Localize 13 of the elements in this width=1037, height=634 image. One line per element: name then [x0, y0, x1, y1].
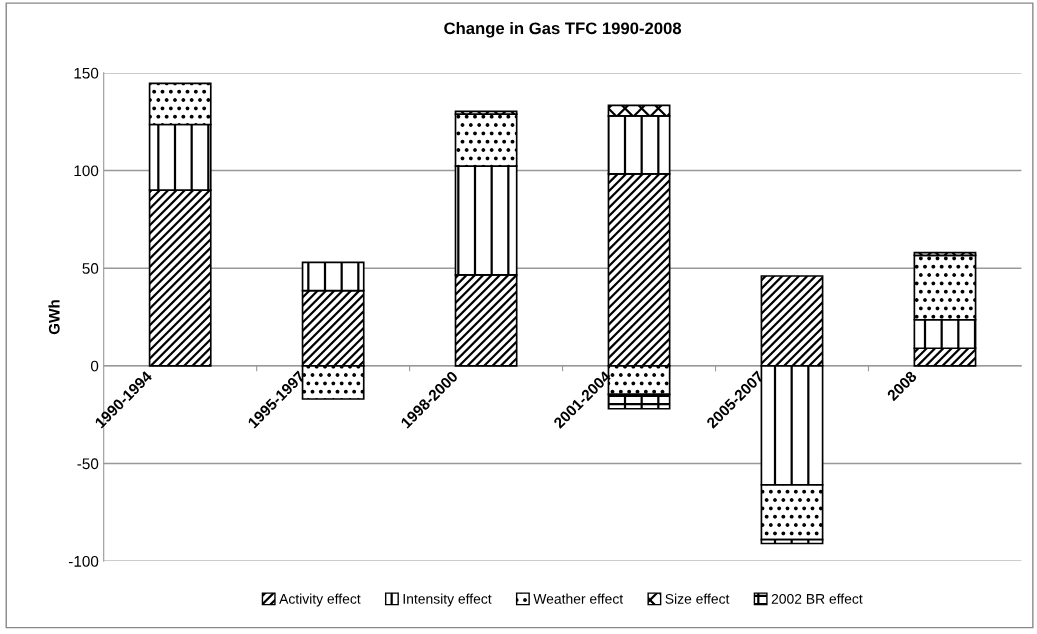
y-tick-label: 150: [74, 67, 99, 79]
y-axis-title: GWh: [48, 300, 60, 335]
legend-label: 2002 BR effect: [771, 593, 863, 604]
y-tick-label: 0: [90, 360, 99, 372]
legend-label: Weather effect: [533, 593, 624, 604]
y-tick-label: 50: [82, 263, 99, 274]
chart-title: Change in Gas TFC 1990-2008: [444, 21, 682, 38]
legend-label: Activity effect: [279, 593, 361, 607]
y-tick-label: -100: [68, 555, 99, 567]
y-tick-label: 100: [74, 165, 99, 177]
y-tick-label: -50: [77, 458, 99, 470]
legend-label: Size effect: [665, 593, 730, 604]
legend-label: Intensity effect: [403, 593, 492, 607]
